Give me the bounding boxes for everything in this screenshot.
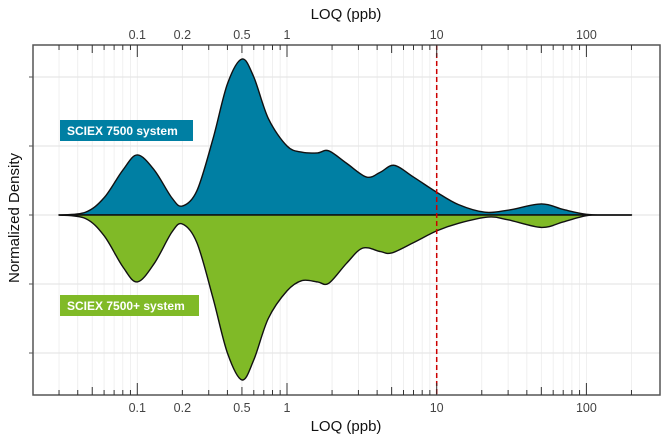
x-axis-title-top: LOQ (ppb) <box>311 6 382 23</box>
x-tick-label-top: 0.1 <box>129 28 146 42</box>
legend-text-7500plus: SCIEX 7500+ system <box>67 299 185 313</box>
x-tick-label-bottom: 0.2 <box>174 401 191 415</box>
x-tick-label-top: 0.2 <box>174 28 191 42</box>
density-area-sciex-7500-plus <box>58 214 633 381</box>
x-tick-label-top: 0.5 <box>233 28 250 42</box>
x-tick-label-bottom: 10 <box>430 401 444 415</box>
x-tick-label-top: 10 <box>430 28 444 42</box>
density-area-sciex-7500 <box>58 58 633 216</box>
panel-border <box>32 44 661 396</box>
y-axis-title: Normalized Density <box>6 152 23 283</box>
x-ticks: 0.1 0.1 0.2 0.2 0.5 0.5 1 1 10 10 100 100 <box>58 28 632 415</box>
legend-text-7500: SCIEX 7500 system <box>67 124 178 138</box>
x-tick-label-bottom: 0.5 <box>233 401 250 415</box>
legend-label-7500: SCIEX 7500 system <box>60 120 193 141</box>
x-tick-label-bottom: 1 <box>284 401 291 415</box>
density-areas <box>58 58 633 381</box>
x-tick-label-top: 100 <box>576 28 597 42</box>
x-axis-title-bottom: LOQ (ppb) <box>311 418 382 435</box>
x-tick-label-bottom: 0.1 <box>129 401 146 415</box>
x-tick-label-bottom: 100 <box>576 401 597 415</box>
axes <box>29 44 661 396</box>
x-tick-label-top: 1 <box>284 28 291 42</box>
legend-label-7500plus: SCIEX 7500+ system <box>60 295 199 316</box>
